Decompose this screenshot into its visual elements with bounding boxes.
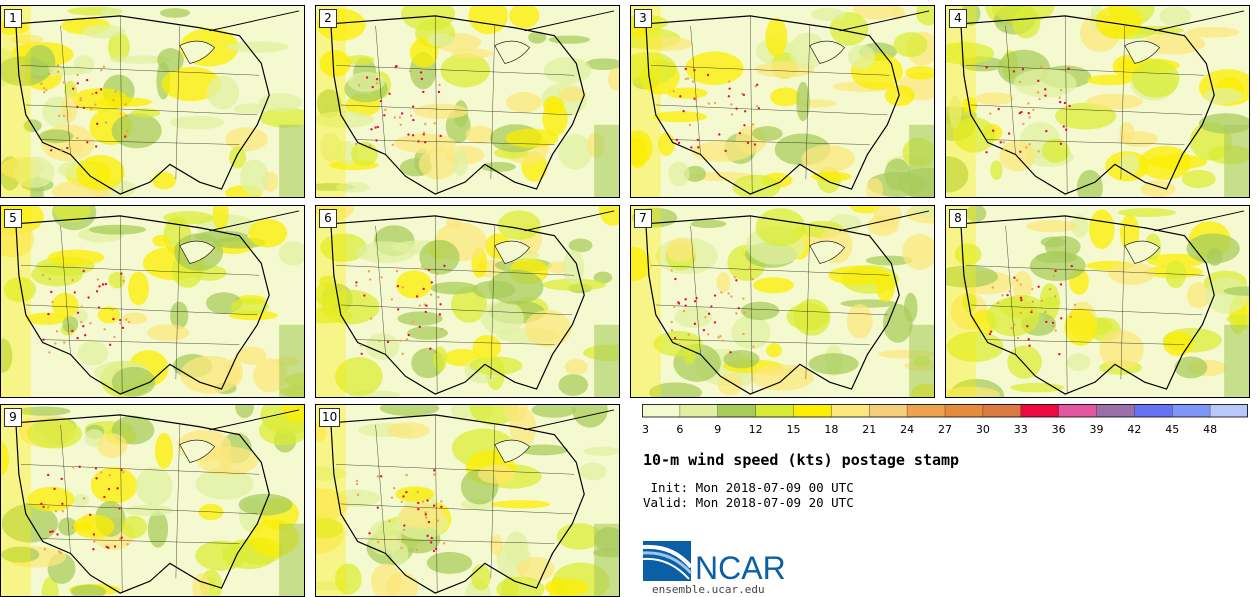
- member-number: 5: [4, 209, 22, 228]
- wind-speed-map: [631, 206, 934, 397]
- legend-swatch: [869, 404, 908, 417]
- legend-tick-label: 6: [676, 423, 683, 434]
- wind-speed-map: [316, 206, 619, 397]
- legend-tick-label: 39: [1090, 423, 1104, 434]
- legend-swatch: [1172, 404, 1211, 417]
- legend-swatch: [755, 404, 794, 417]
- member-number: 9: [4, 408, 22, 427]
- wind-speed-map: [316, 405, 619, 596]
- wind-speed-map: [1, 6, 304, 197]
- init-time: Init: Mon 2018-07-09 00 UTC: [643, 480, 854, 495]
- legend-tick-label: 3: [642, 423, 649, 434]
- legend-swatch: [642, 404, 681, 417]
- legend-swatch: [945, 404, 984, 417]
- legend-swatch: [717, 404, 756, 417]
- legend-swatch: [1096, 404, 1135, 417]
- member-number: 10: [319, 408, 341, 427]
- wind-speed-map: [631, 6, 934, 197]
- map-panel: 4: [945, 5, 1250, 198]
- legend-swatch: [1210, 404, 1248, 417]
- legend-swatch: [831, 404, 870, 417]
- legend-swatch: [1020, 404, 1059, 417]
- legend-tick-label: 9: [714, 423, 721, 434]
- legend-tick-label: 18: [824, 423, 838, 434]
- legend-swatch: [679, 404, 719, 417]
- legend-swatch: [793, 404, 832, 417]
- wind-speed-map: [1, 405, 304, 596]
- legend-tick-label: 30: [976, 423, 990, 434]
- map-panel: 6: [315, 205, 620, 398]
- legend-tick-label: 15: [787, 423, 801, 434]
- footer-url: ensemble.ucar.edu: [652, 583, 765, 596]
- wind-speed-map: [946, 206, 1249, 397]
- legend-tick-label: 36: [1052, 423, 1066, 434]
- wind-speed-map: [316, 6, 619, 197]
- wind-speed-map: [946, 6, 1249, 197]
- legend-tick-label: 12: [749, 423, 763, 434]
- logo-text: NCAR: [695, 550, 786, 583]
- map-panel: 1: [0, 5, 305, 198]
- map-panel: 2: [315, 5, 620, 198]
- legend-tick-label: 21: [862, 423, 876, 434]
- valid-time: Valid: Mon 2018-07-09 20 UTC: [643, 495, 854, 510]
- member-number: 7: [634, 209, 652, 228]
- member-number: 1: [4, 9, 22, 28]
- legend-tick-label: 45: [1165, 423, 1179, 434]
- legend-swatch: [1134, 404, 1173, 417]
- map-panel: 7: [630, 205, 935, 398]
- member-number: 4: [949, 9, 967, 28]
- legend-tick-label: 42: [1127, 423, 1141, 434]
- member-number: 8: [949, 209, 967, 228]
- map-panel: 5: [0, 205, 305, 398]
- legend-swatch: [1058, 404, 1097, 417]
- legend-tick-label: 48: [1203, 423, 1217, 434]
- wind-speed-map: [1, 206, 304, 397]
- legend-swatch: [982, 404, 1022, 417]
- legend-tick-label: 24: [900, 423, 914, 434]
- map-panel: 8: [945, 205, 1250, 398]
- ncar-logo: NCAR: [643, 541, 786, 583]
- legend-tick-label: 33: [1014, 423, 1028, 434]
- product-title: 10-m wind speed (kts) postage stamp: [643, 451, 960, 469]
- legend-swatch: [907, 404, 946, 417]
- member-number: 6: [319, 209, 337, 228]
- legend-tick-label: 27: [938, 423, 952, 434]
- color-legend: 3 6 9 12 15 18 21 24 27 30 33 36 39 42 45 48: [642, 404, 1248, 434]
- map-panel: 3: [630, 5, 935, 198]
- map-panel: 10: [315, 404, 620, 597]
- map-panel: 9: [0, 404, 305, 597]
- member-number: 3: [634, 9, 652, 28]
- member-number: 2: [319, 9, 337, 28]
